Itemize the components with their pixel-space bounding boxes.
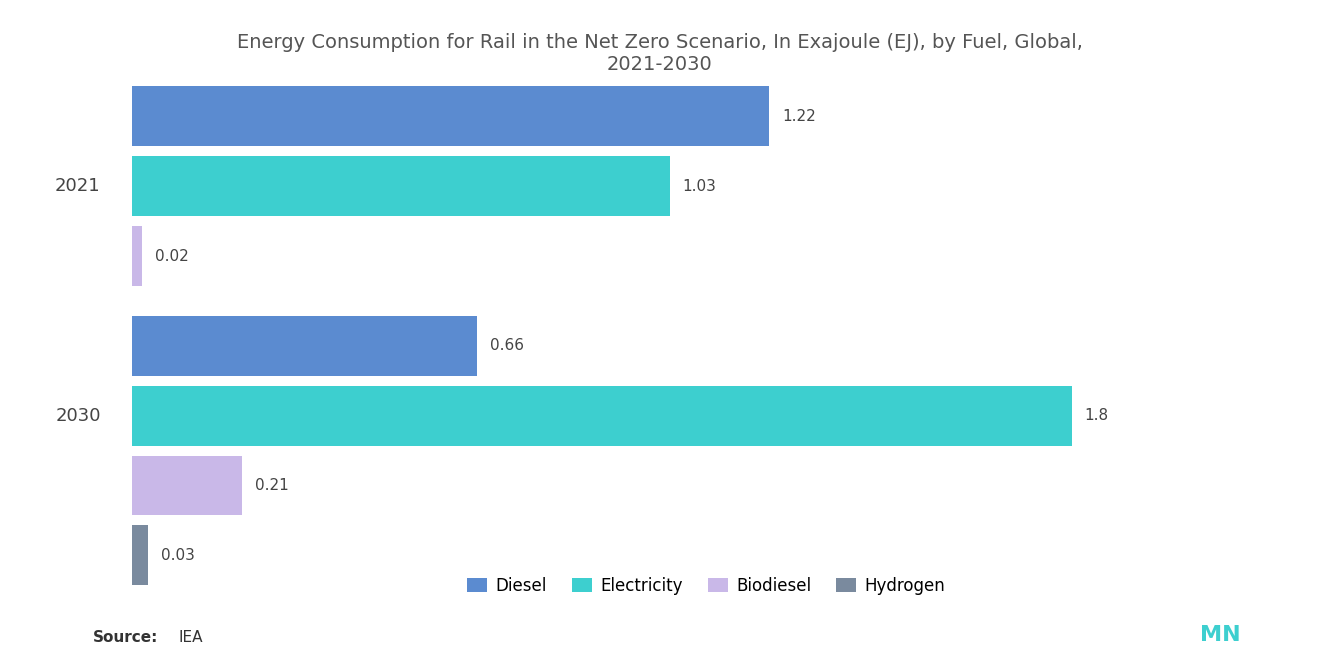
Text: 2030: 2030 bbox=[55, 406, 100, 425]
Text: 0.03: 0.03 bbox=[161, 548, 194, 563]
Text: MN: MN bbox=[1200, 625, 1241, 645]
Bar bbox=[132, 86, 768, 146]
Bar bbox=[132, 386, 1072, 446]
Bar bbox=[132, 525, 148, 585]
Bar bbox=[132, 226, 143, 286]
Text: 0.02: 0.02 bbox=[156, 249, 189, 263]
Bar bbox=[132, 456, 242, 515]
Text: 2021: 2021 bbox=[55, 177, 100, 196]
Legend: Diesel, Electricity, Biodiesel, Hydrogen: Diesel, Electricity, Biodiesel, Hydrogen bbox=[461, 571, 952, 602]
Text: 1.8: 1.8 bbox=[1085, 408, 1109, 423]
Bar bbox=[132, 156, 669, 216]
Text: 1.22: 1.22 bbox=[781, 109, 816, 124]
Text: Energy Consumption for Rail in the Net Zero Scenario, In Exajoule (EJ), by Fuel,: Energy Consumption for Rail in the Net Z… bbox=[238, 33, 1082, 74]
Text: 0.66: 0.66 bbox=[490, 338, 524, 353]
Text: 0.21: 0.21 bbox=[255, 478, 288, 493]
Text: Source:: Source: bbox=[92, 630, 158, 645]
Bar bbox=[132, 316, 477, 376]
Text: IEA: IEA bbox=[178, 630, 203, 645]
Text: 1.03: 1.03 bbox=[682, 179, 717, 194]
